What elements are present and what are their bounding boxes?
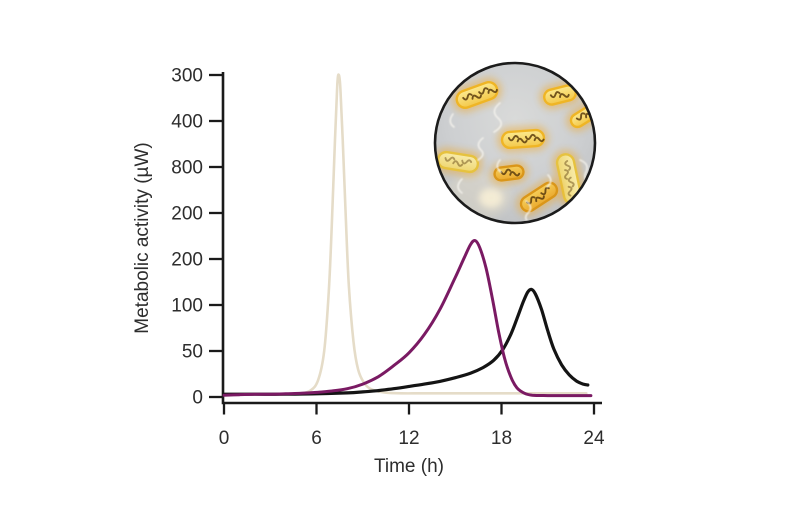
bacterium-markings — [564, 160, 575, 197]
curve-black-late-peak — [222, 287, 590, 396]
micrograph-border — [433, 61, 597, 225]
x-tick-label: 12 — [398, 428, 419, 449]
bacterium — [436, 147, 483, 177]
bacterium — [451, 77, 503, 113]
bacterium-markings — [462, 87, 498, 101]
bacterium — [497, 125, 549, 153]
bacterium-markings — [507, 133, 545, 144]
flagellum — [493, 102, 503, 133]
x-axis-title: Time (h) — [374, 456, 444, 477]
bacterium — [489, 160, 529, 186]
y-tick-label: 0 — [192, 388, 203, 409]
flagellum — [496, 159, 502, 173]
flagellum — [457, 178, 463, 194]
y-tick-label: 50 — [182, 342, 203, 363]
bacterium-body — [436, 150, 480, 174]
y-tick-label: 100 — [171, 296, 203, 317]
micrograph-content — [436, 64, 594, 222]
bacterium-markings — [549, 91, 570, 99]
bacterium-markings — [500, 168, 521, 177]
y-tick-label: 200 — [171, 204, 203, 225]
y-axis-title: Metabolic activity (µW) — [132, 142, 153, 333]
x-tick-label: 6 — [311, 428, 322, 449]
y-tick-label: 200 — [171, 250, 203, 271]
x-tick-label: 0 — [219, 428, 230, 449]
bacterium-markings — [444, 156, 473, 167]
axes — [209, 72, 602, 415]
curve-cream-early-peak — [222, 73, 588, 396]
y-tick-label: 400 — [171, 112, 203, 133]
out-of-focus-cell — [479, 188, 503, 208]
bacterium-body — [493, 164, 525, 182]
bacterium — [539, 80, 581, 110]
x-tick-label: 24 — [583, 428, 605, 449]
flagellum — [477, 137, 484, 161]
x-tick-label: 18 — [491, 428, 512, 449]
tick-labels: 0 50 100 200 200 800 400 300 0 6 12 18 24 — [171, 66, 605, 450]
curve-purple-mid-peak — [222, 238, 593, 398]
curves — [222, 73, 593, 398]
micrograph-inset — [433, 61, 597, 225]
y-tick-label: 300 — [171, 66, 203, 87]
y-tick-label: 800 — [171, 158, 203, 179]
flagellum — [546, 174, 552, 188]
flagellum — [449, 113, 455, 128]
